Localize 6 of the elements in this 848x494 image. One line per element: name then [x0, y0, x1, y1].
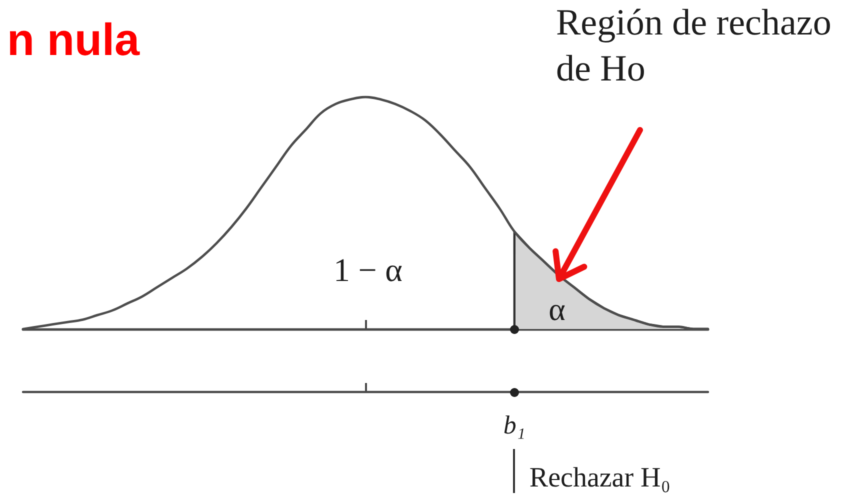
- annotation: 1 − α: [334, 253, 402, 289]
- annotation: α: [548, 291, 566, 327]
- text: b₁: [503, 410, 526, 440]
- text: Región de rechazo de Ho: [556, 2, 841, 90]
- chart-title: n nula: [7, 14, 140, 65]
- text: Rechazar H₀: [529, 462, 671, 494]
